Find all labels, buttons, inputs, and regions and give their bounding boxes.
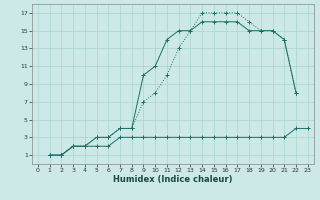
X-axis label: Humidex (Indice chaleur): Humidex (Indice chaleur) bbox=[113, 175, 233, 184]
